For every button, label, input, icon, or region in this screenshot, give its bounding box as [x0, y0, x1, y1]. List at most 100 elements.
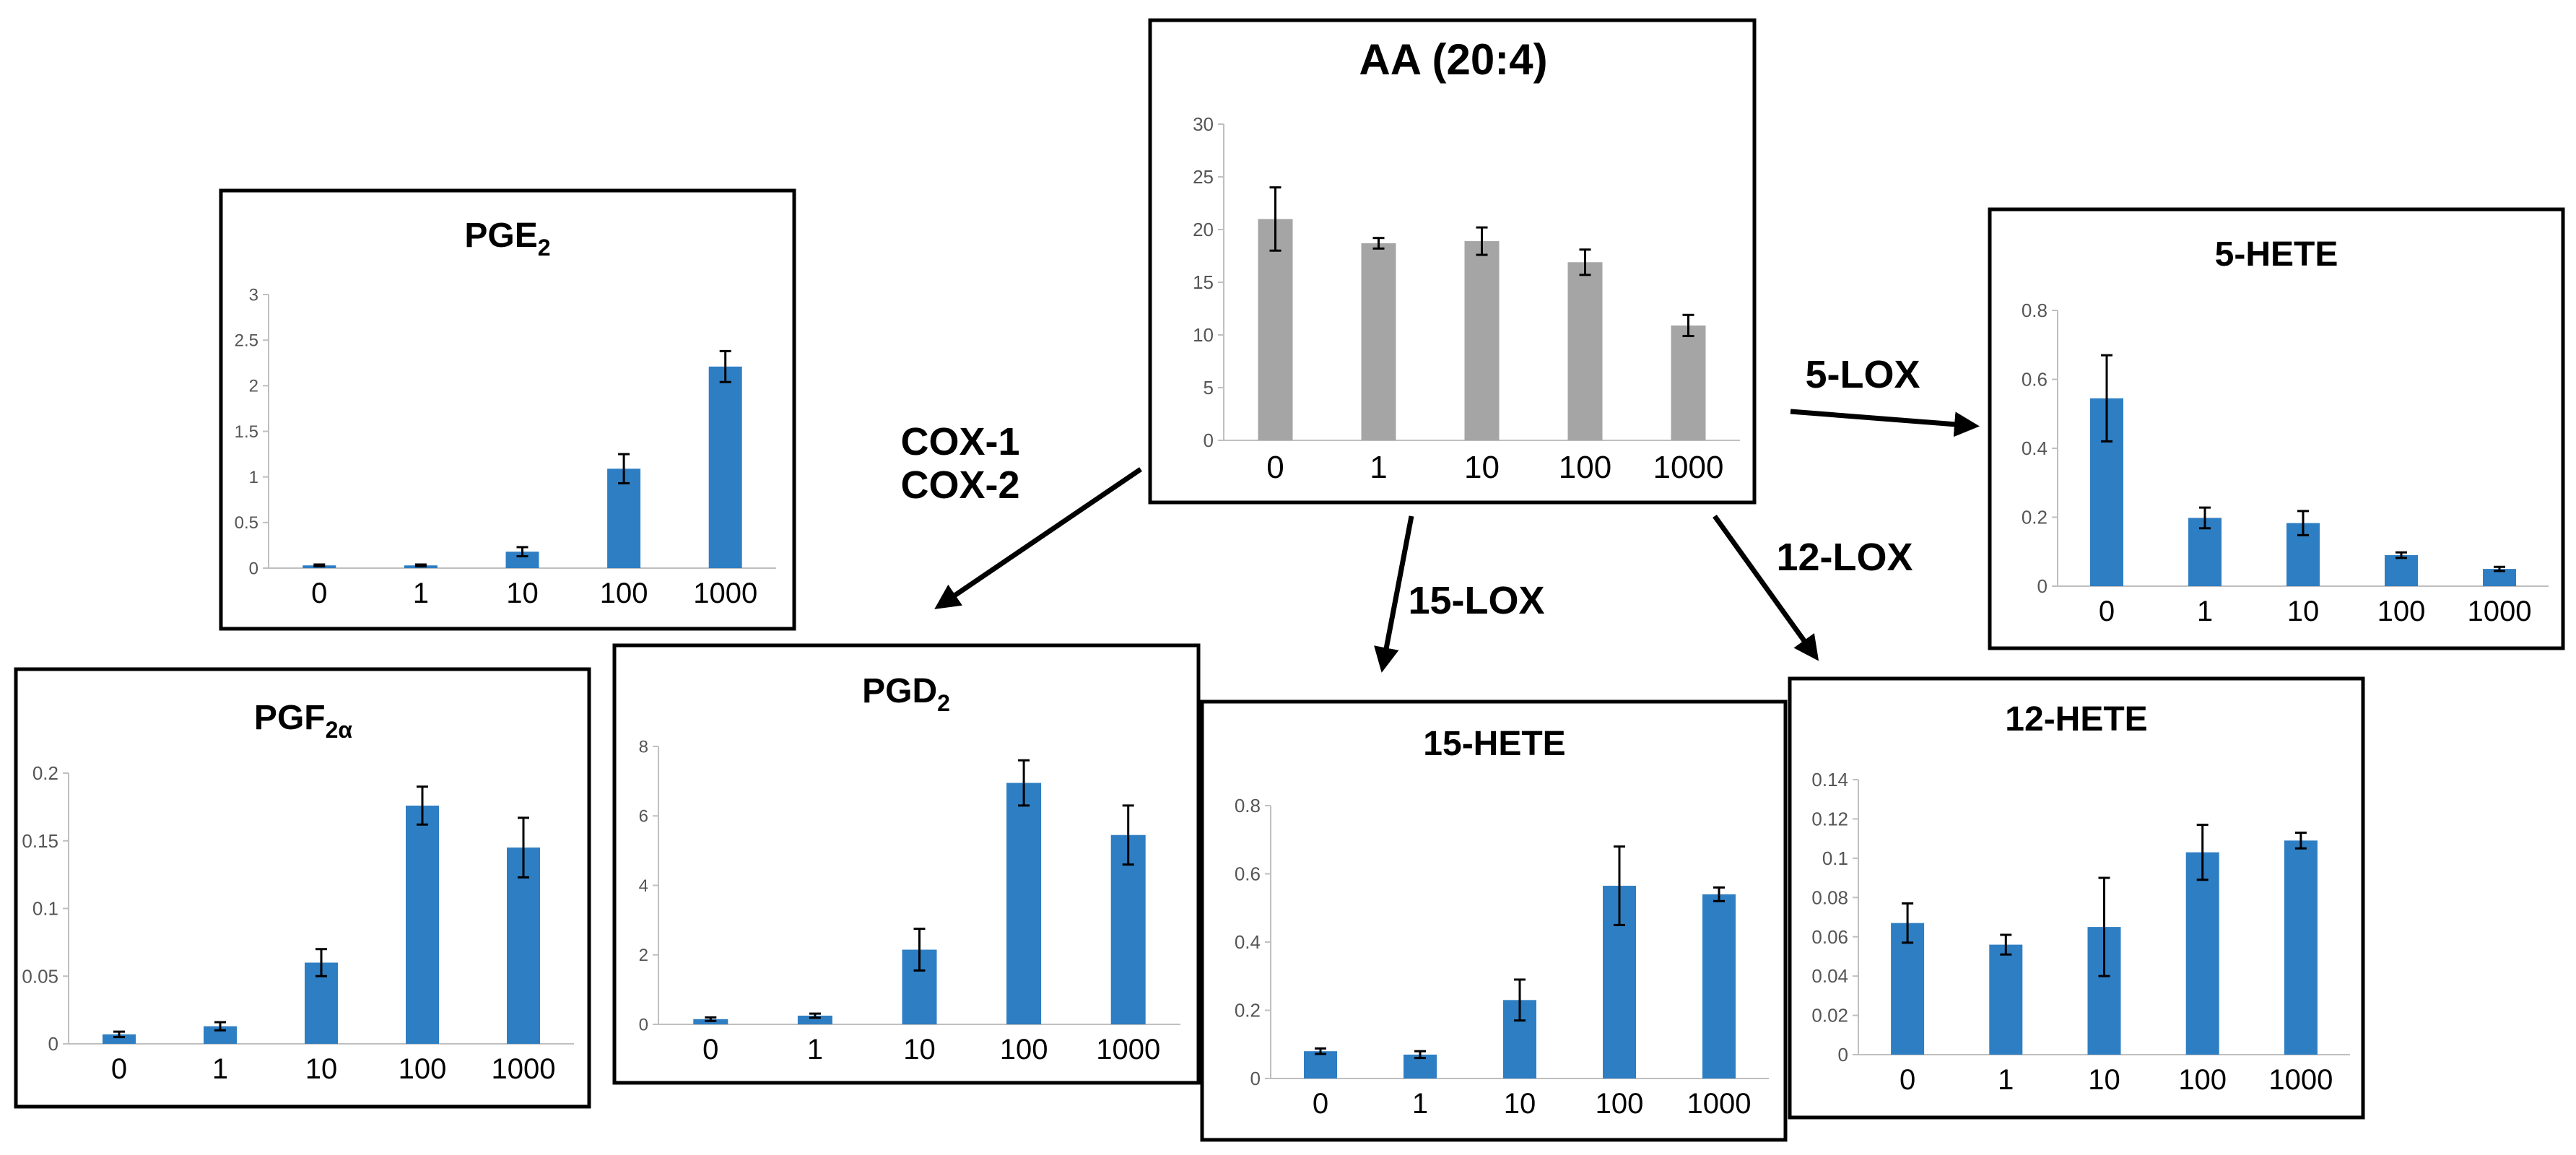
y-tick-label: 0.1: [32, 898, 58, 920]
x-category-label: 1: [807, 1034, 823, 1065]
arrow-label-5-lox: 5-LOX: [1805, 353, 1920, 396]
x-category-label: 0: [1313, 1088, 1328, 1120]
x-category-label: 10: [2088, 1064, 2120, 1096]
bar-1: [797, 1015, 832, 1024]
arrow-label-cox-1: COX-1: [900, 420, 1019, 463]
panel-12-hete: [1788, 676, 2365, 1120]
chart-title-pge2-sub: 2: [538, 235, 551, 261]
x-category-label: 10: [305, 1053, 338, 1085]
x-category-label: 1000: [1096, 1034, 1160, 1065]
chart-title-5-hete-text: 5-HETE: [2215, 235, 2338, 274]
bar-chart-15-hete: 0 0.2 0.4 0.6 0.8 0 1 10 100 1000: [1235, 795, 1769, 1120]
y-tick-label: 0: [1250, 1068, 1261, 1089]
y-tick-label: 0.12: [1811, 808, 1848, 830]
y-tick-label: 0.2: [1235, 1000, 1261, 1021]
panel-aa: [1148, 18, 1757, 505]
bar-chart-aa: 0 5 10 15 20 25 30 0 1 10 100 1000: [1193, 113, 1740, 485]
x-category-label: 10: [1504, 1088, 1536, 1120]
bar-10: [1464, 241, 1500, 440]
y-tick-label: 0.8: [1235, 795, 1261, 816]
arrows: COX-1 COX-2 15-LOX 12-LOX 5-LOX: [900, 353, 1980, 673]
y-tick-label: 0.5: [235, 513, 258, 533]
bar-1000: [1110, 834, 1146, 1024]
y-tick-label: 1: [249, 468, 258, 487]
x-category-label: 0: [702, 1034, 718, 1065]
panel-5-hete: [1988, 207, 2565, 650]
x-category-label: 1000: [2268, 1064, 2333, 1096]
bar-1000: [1671, 325, 1706, 440]
arrow-label-12-lox: 12-LOX: [1776, 536, 1913, 579]
chart-title-pgd2-sub: 2: [937, 690, 950, 716]
y-tick-label: 0.04: [1811, 965, 1848, 987]
y-tick-label: 0: [1204, 430, 1214, 451]
chart-title-15-hete-text: 15-HETE: [1423, 725, 1565, 763]
bar-0: [1258, 219, 1293, 440]
bar-chart-pgf2a: 0 0.05 0.1 0.15 0.2 0 1 10 100 1000: [22, 762, 574, 1085]
x-category-label: 0: [111, 1053, 127, 1085]
bar-chart-5-hete: 0 0.2 0.4 0.6 0.8 0 1 10 100 1000: [2022, 300, 2549, 627]
y-tick-label: 0.2: [2022, 507, 2048, 528]
chart-title-pgd2: PGD2: [862, 672, 950, 716]
y-tick-label: 0.1: [1822, 847, 1848, 869]
y-tick-label: 0: [2037, 575, 2048, 597]
y-tick-label: 0.05: [22, 965, 58, 987]
chart-title-5-hete: 5-HETE: [2215, 235, 2338, 274]
x-category-label: 1: [2197, 596, 2213, 627]
x-category-label: 100: [2178, 1064, 2227, 1096]
chart-title-pge2: PGE2: [464, 217, 550, 261]
bar-100: [607, 468, 641, 568]
x-category-label: 100: [2377, 596, 2426, 627]
arrow-cox: [934, 467, 1142, 609]
y-tick-label: 15: [1193, 271, 1214, 293]
bar-1000: [2284, 840, 2318, 1055]
y-tick-label: 0.02: [1811, 1005, 1848, 1027]
bar-100: [2185, 852, 2219, 1055]
x-category-label: 0: [1900, 1064, 1915, 1096]
x-category-label: 10: [1464, 450, 1500, 485]
x-category-label: 1000: [1687, 1088, 1752, 1120]
chart-title-pgf2a: PGF2α: [254, 699, 352, 743]
x-category-label: 1: [212, 1053, 228, 1085]
bar-100: [1567, 262, 1603, 440]
y-tick-label: 0.6: [1235, 863, 1261, 885]
y-tick-label: 2: [639, 946, 648, 965]
y-tick-label: 4: [639, 876, 648, 896]
arrow-5-lox: [1790, 409, 1980, 437]
bar-0: [1304, 1051, 1337, 1078]
x-category-label: 1: [1412, 1088, 1428, 1120]
chart-title-12-hete-text: 12-HETE: [2005, 700, 2147, 738]
chart-title-aa-text: AA (20:4): [1359, 35, 1547, 84]
x-category-label: 1: [413, 578, 429, 609]
bar-100: [2385, 555, 2418, 586]
panel-15-hete: [1200, 699, 1788, 1142]
bar-100: [406, 806, 439, 1044]
y-tick-label: 3: [249, 285, 258, 305]
chart-title-pgf2a-sub: 2α: [326, 717, 353, 743]
chart-title-aa: AA (20:4): [1359, 35, 1547, 84]
x-category-label: 0: [311, 578, 327, 609]
bar-chart-12-hete: 0 0.02 0.04 0.06 0.08 0.1 0.12 0.14 0 1 10 100 1000: [1811, 769, 2350, 1096]
panel-pgf2a: [14, 667, 591, 1109]
x-category-label: 0: [2099, 596, 2115, 627]
y-tick-label: 2: [249, 377, 258, 396]
arrow-label-15-lox: 15-LOX: [1408, 579, 1544, 622]
x-category-label: 1: [1370, 450, 1387, 485]
x-category-label: 100: [1559, 450, 1611, 485]
x-category-label: 100: [1596, 1088, 1644, 1120]
arrow-15-lox: [1374, 515, 1414, 673]
y-tick-label: 5: [1204, 377, 1214, 398]
y-tick-label: 25: [1193, 166, 1214, 188]
bar-10: [505, 552, 539, 568]
bar-chart-pge2: 0 0.5 1 1.5 2 2.5 3 0 1 10 100 1000: [235, 285, 776, 609]
bar-0: [103, 1034, 136, 1044]
bar-1000: [2483, 569, 2516, 586]
arrow-label-cox-2: COX-2: [900, 463, 1019, 507]
y-tick-label: 0.15: [22, 830, 58, 852]
y-tick-label: 0.4: [1235, 931, 1261, 953]
x-category-label: 100: [1000, 1034, 1048, 1065]
bar-1000: [708, 366, 742, 568]
y-tick-label: 2.5: [235, 331, 258, 351]
x-category-label: 10: [2287, 596, 2320, 627]
chart-title-12-hete: 12-HETE: [2005, 700, 2147, 738]
